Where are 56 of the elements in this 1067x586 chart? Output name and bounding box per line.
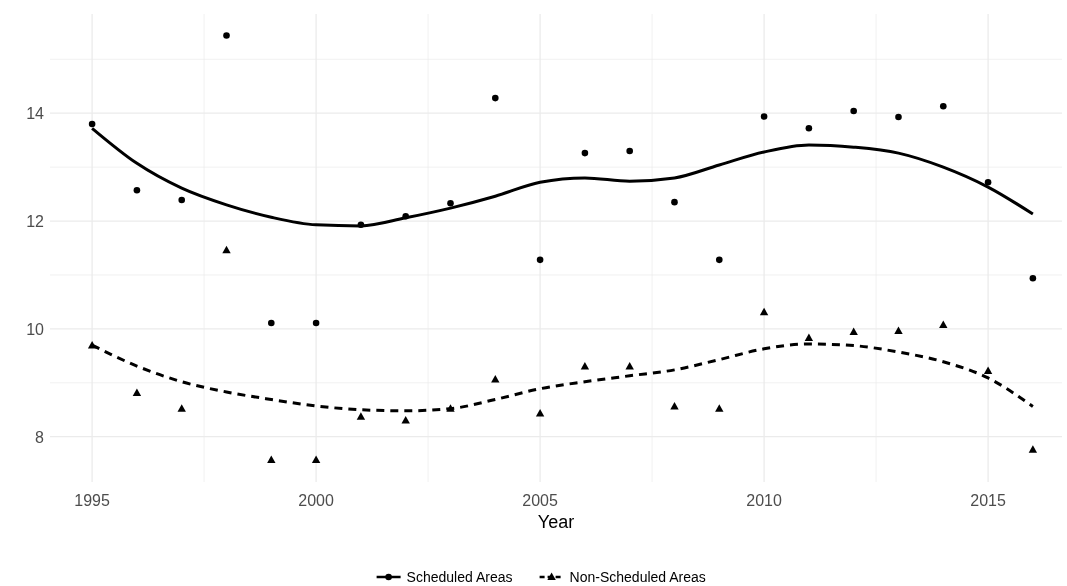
point (357, 221, 365, 229)
point (133, 187, 141, 194)
point (715, 256, 723, 264)
y-tick-label: 12 (26, 213, 45, 231)
point (849, 327, 858, 336)
point (760, 113, 768, 120)
point (670, 402, 679, 410)
x-tick-label: 2000 (298, 492, 334, 509)
point (312, 319, 320, 327)
point (87, 341, 97, 349)
point (580, 362, 590, 370)
point (715, 404, 724, 412)
point (492, 94, 499, 102)
point (447, 199, 454, 207)
y-tick-label: 14 (26, 105, 45, 123)
point (983, 366, 993, 374)
point (1029, 274, 1037, 282)
x-axis-title: Year (537, 512, 575, 532)
point (671, 198, 678, 206)
point (178, 196, 186, 204)
point (895, 113, 902, 121)
point (625, 362, 634, 370)
point (581, 149, 589, 157)
point (1028, 445, 1038, 453)
point (759, 307, 769, 316)
point (223, 32, 230, 39)
point (491, 375, 500, 383)
point (222, 245, 231, 254)
point (268, 319, 275, 327)
x-tick-label: 2005 (522, 492, 558, 509)
point (894, 326, 903, 335)
point (356, 412, 366, 420)
point (535, 409, 545, 417)
point (311, 455, 321, 463)
x-tick-label: 2010 (746, 492, 782, 509)
x-tick-label: 1995 (74, 492, 111, 509)
legend-label: Non-Scheduled Areas (569, 569, 706, 585)
point (132, 388, 142, 397)
point (177, 404, 186, 412)
point (267, 455, 276, 463)
legend-label: Scheduled Areas (406, 569, 513, 585)
point (88, 120, 96, 128)
y-tick-label: 10 (26, 320, 45, 338)
point (804, 333, 814, 342)
point (939, 320, 948, 329)
point (536, 256, 544, 264)
point (805, 125, 813, 132)
x-tick-label: 2015 (970, 492, 1006, 509)
y-tick-label: 8 (35, 428, 45, 446)
point (850, 107, 857, 115)
point (939, 102, 947, 110)
point (984, 178, 992, 186)
point (626, 147, 633, 155)
point (402, 212, 409, 220)
point (401, 416, 410, 424)
point (446, 404, 455, 412)
